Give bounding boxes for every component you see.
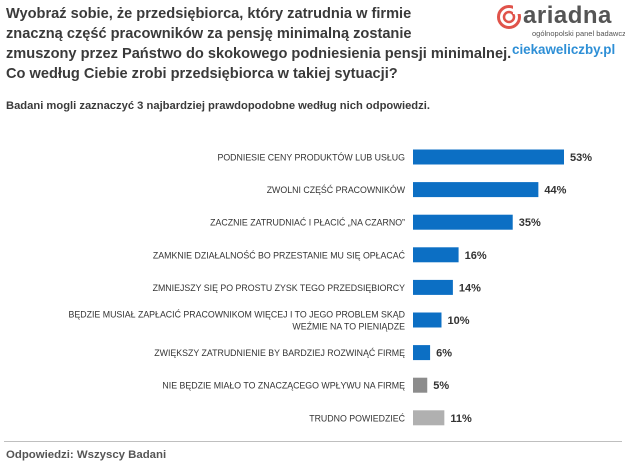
bar-1 — [413, 149, 564, 165]
category-label-4: ZAMKNIE DZIAŁALNOŚĆ BO PRZESTANIE MU SIĘ… — [153, 249, 406, 260]
bar-4 — [413, 247, 459, 263]
brand-name: ariadna — [523, 2, 612, 29]
ariadna-logo-icon — [497, 4, 522, 29]
value-label-4: 16% — [465, 250, 487, 262]
value-label-9: 11% — [450, 413, 472, 425]
bar-6 — [413, 312, 442, 328]
bar-7 — [413, 345, 431, 361]
brand-logo: ariadna ogólnopolski panel badawczy — [496, 2, 625, 40]
category-label-2: ZWOLNI CZĘŚĆ PRACOWNIKÓW — [267, 184, 406, 195]
bar-3 — [413, 214, 513, 230]
category-label-9: TRUDNO POWIEDZIEĆ — [309, 413, 405, 423]
category-label-6-line-1: BĘDZIE MUSIAŁ ZAPŁACIĆ PRACOWNIKOM WIĘCE… — [69, 310, 405, 320]
category-label-7: ZWIĘKSZY ZATRUDNIENIE BY BARDZIEJ ROZWIN… — [154, 348, 405, 358]
footer-divider — [4, 441, 622, 442]
category-label-8: NIE BĘDZIE MIAŁO TO ZNACZĄCEGO WPŁYWU NA… — [162, 381, 405, 391]
value-label-8: 5% — [433, 380, 449, 392]
category-label-1: PODNIESIE CENY PRODUKTÓW LUB USŁUG — [217, 153, 405, 163]
question-title: Wyobraź sobie, że przedsiębiorca, który … — [6, 6, 512, 82]
value-label-2: 44% — [544, 185, 566, 197]
category-label-6-line-2: WEŹMIE NA TO PIENIĄDZE — [292, 322, 405, 332]
bar-chart: 53% PODNIESIE CENY PRODUKTÓW LUB USŁUG 44%… — [69, 149, 592, 426]
category-label-3: ZACZNIE ZATRUDNIAĆ I PŁACIĆ „NA CZARNO” — [210, 218, 405, 228]
bar-9 — [413, 410, 445, 426]
value-label-1: 53% — [570, 152, 592, 164]
site-link[interactable]: ciekaweliczby.pl — [512, 42, 616, 57]
bar-2 — [413, 182, 539, 198]
value-label-7: 6% — [436, 348, 452, 360]
bar-5 — [413, 279, 453, 295]
bar-8 — [413, 377, 428, 393]
brand-tagline: ogólnopolski panel badawczy — [532, 29, 625, 38]
category-label-5: ZMNIEJSZY SIĘ PO PROSTU ZYSK TEGO PRZEDS… — [153, 283, 406, 293]
value-label-5: 14% — [459, 282, 481, 294]
value-label-3: 35% — [519, 217, 541, 229]
value-label-6: 10% — [447, 315, 469, 327]
question-note: Badani mogli zaznaczyć 3 najbardziej pra… — [6, 100, 430, 112]
footer-base: Odpowiedzi: Wszyscy Badani — [6, 449, 167, 461]
